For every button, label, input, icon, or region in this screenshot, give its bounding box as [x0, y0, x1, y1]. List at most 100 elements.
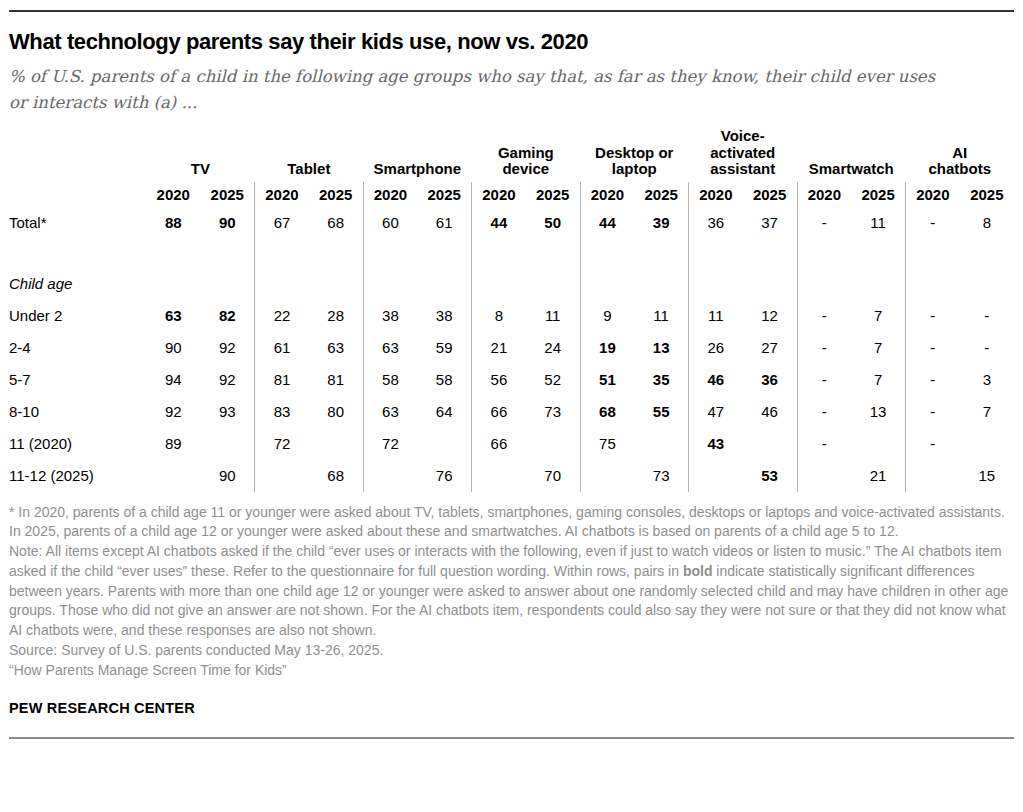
tech-usage-table: TVTabletSmartphoneGaming deviceDesktop o… — [9, 128, 1014, 492]
table-cell: 72 — [363, 428, 417, 460]
table-cell: 82 — [200, 300, 254, 332]
row-label-header — [9, 182, 146, 207]
table-cell: - — [960, 300, 1014, 332]
table-cell: 66 — [472, 396, 526, 428]
table-cell: 68 — [580, 396, 634, 428]
table-cell: 92 — [200, 332, 254, 364]
table-cell — [200, 239, 254, 268]
row-label: 5-7 — [9, 364, 146, 396]
table-cell — [526, 428, 580, 460]
table-cell: 93 — [200, 396, 254, 428]
table-cell: 36 — [689, 207, 743, 239]
table-cell: 58 — [363, 364, 417, 396]
table-cell — [472, 268, 526, 300]
year-header: 2025 — [851, 182, 905, 207]
figure-card: What technology parents say their kids u… — [0, 0, 1023, 739]
table-cell: 63 — [309, 332, 363, 364]
table-cell: 46 — [743, 396, 797, 428]
table-cell — [851, 239, 905, 268]
column-group-header: TV — [146, 128, 254, 182]
footnotes: * In 2020, parents of a child age 11 or … — [9, 503, 1014, 681]
table-cell: 63 — [146, 300, 200, 332]
row-label: Total* — [9, 207, 146, 239]
table-cell — [743, 428, 797, 460]
table-cell: 38 — [417, 300, 471, 332]
year-header: 2020 — [472, 182, 526, 207]
row-label — [9, 239, 146, 268]
year-header: 2025 — [417, 182, 471, 207]
table-cell: 11 — [526, 300, 580, 332]
table-cell: 50 — [526, 207, 580, 239]
table-cell — [146, 268, 200, 300]
table-cell — [743, 239, 797, 268]
table-cell: 21 — [472, 332, 526, 364]
table-cell — [417, 239, 471, 268]
year-header: 2025 — [526, 182, 580, 207]
row-label: Child age — [9, 268, 146, 300]
column-group-header: Voice- activated assistant — [689, 128, 797, 182]
table-cell: 51 — [580, 364, 634, 396]
footnote-source: Source: Survey of U.S. parents conducted… — [9, 641, 1014, 661]
table-cell: 24 — [526, 332, 580, 364]
table-cell — [309, 428, 363, 460]
table-cell: 7 — [851, 332, 905, 364]
table-cell: - — [905, 300, 959, 332]
table-cell — [526, 239, 580, 268]
table-cell: 61 — [255, 332, 309, 364]
table-cell — [255, 268, 309, 300]
table-cell: 22 — [255, 300, 309, 332]
table-cell — [960, 428, 1014, 460]
table-cell: 64 — [417, 396, 471, 428]
table-cell: 61 — [417, 207, 471, 239]
year-header: 2020 — [905, 182, 959, 207]
table-cell: 66 — [472, 428, 526, 460]
table-cell: 7 — [851, 300, 905, 332]
page-title: What technology parents say their kids u… — [9, 29, 1014, 55]
figure-subtitle: % of U.S. parents of a child in the foll… — [9, 64, 954, 116]
table-row: Under 26382222838388119111112-7-- — [9, 300, 1014, 332]
row-label: Under 2 — [9, 300, 146, 332]
column-group-header: Tablet — [255, 128, 363, 182]
table-cell — [634, 239, 688, 268]
table-cell: 21 — [851, 460, 905, 492]
table-cell: 68 — [309, 460, 363, 492]
bottom-rule — [9, 737, 1014, 739]
table-cell — [960, 239, 1014, 268]
table-cell — [905, 239, 959, 268]
row-label: 2-4 — [9, 332, 146, 364]
year-header: 2025 — [743, 182, 797, 207]
table-row: Child age — [9, 268, 1014, 300]
table-cell — [689, 268, 743, 300]
table-cell — [634, 428, 688, 460]
year-header: 2020 — [255, 182, 309, 207]
table-cell: - — [797, 364, 851, 396]
table-cell: - — [905, 364, 959, 396]
table-cell: 88 — [146, 207, 200, 239]
table-cell: 44 — [472, 207, 526, 239]
table-cell — [255, 460, 309, 492]
footnote-note: Note: All items except AI chatbots asked… — [9, 542, 1014, 641]
year-header: 2020 — [797, 182, 851, 207]
table-cell — [580, 460, 634, 492]
table-cell: 9 — [580, 300, 634, 332]
table-cell: 44 — [580, 207, 634, 239]
column-group-header: Gaming device — [472, 128, 580, 182]
table-cell: - — [797, 428, 851, 460]
table-cell: 73 — [634, 460, 688, 492]
table-cell: 7 — [851, 364, 905, 396]
table-cell — [255, 239, 309, 268]
top-rule — [9, 10, 1014, 12]
table-cell: - — [905, 207, 959, 239]
table-cell: 46 — [689, 364, 743, 396]
table-cell — [797, 268, 851, 300]
table-cell — [797, 460, 851, 492]
table-cell: 8 — [472, 300, 526, 332]
table-cell: - — [797, 300, 851, 332]
table-cell: - — [797, 396, 851, 428]
year-header: 2025 — [200, 182, 254, 207]
table-cell: 13 — [851, 396, 905, 428]
column-group-row: TVTabletSmartphoneGaming deviceDesktop o… — [9, 128, 1014, 182]
table-cell: 81 — [255, 364, 309, 396]
table-cell — [363, 268, 417, 300]
table-cell: 75 — [580, 428, 634, 460]
